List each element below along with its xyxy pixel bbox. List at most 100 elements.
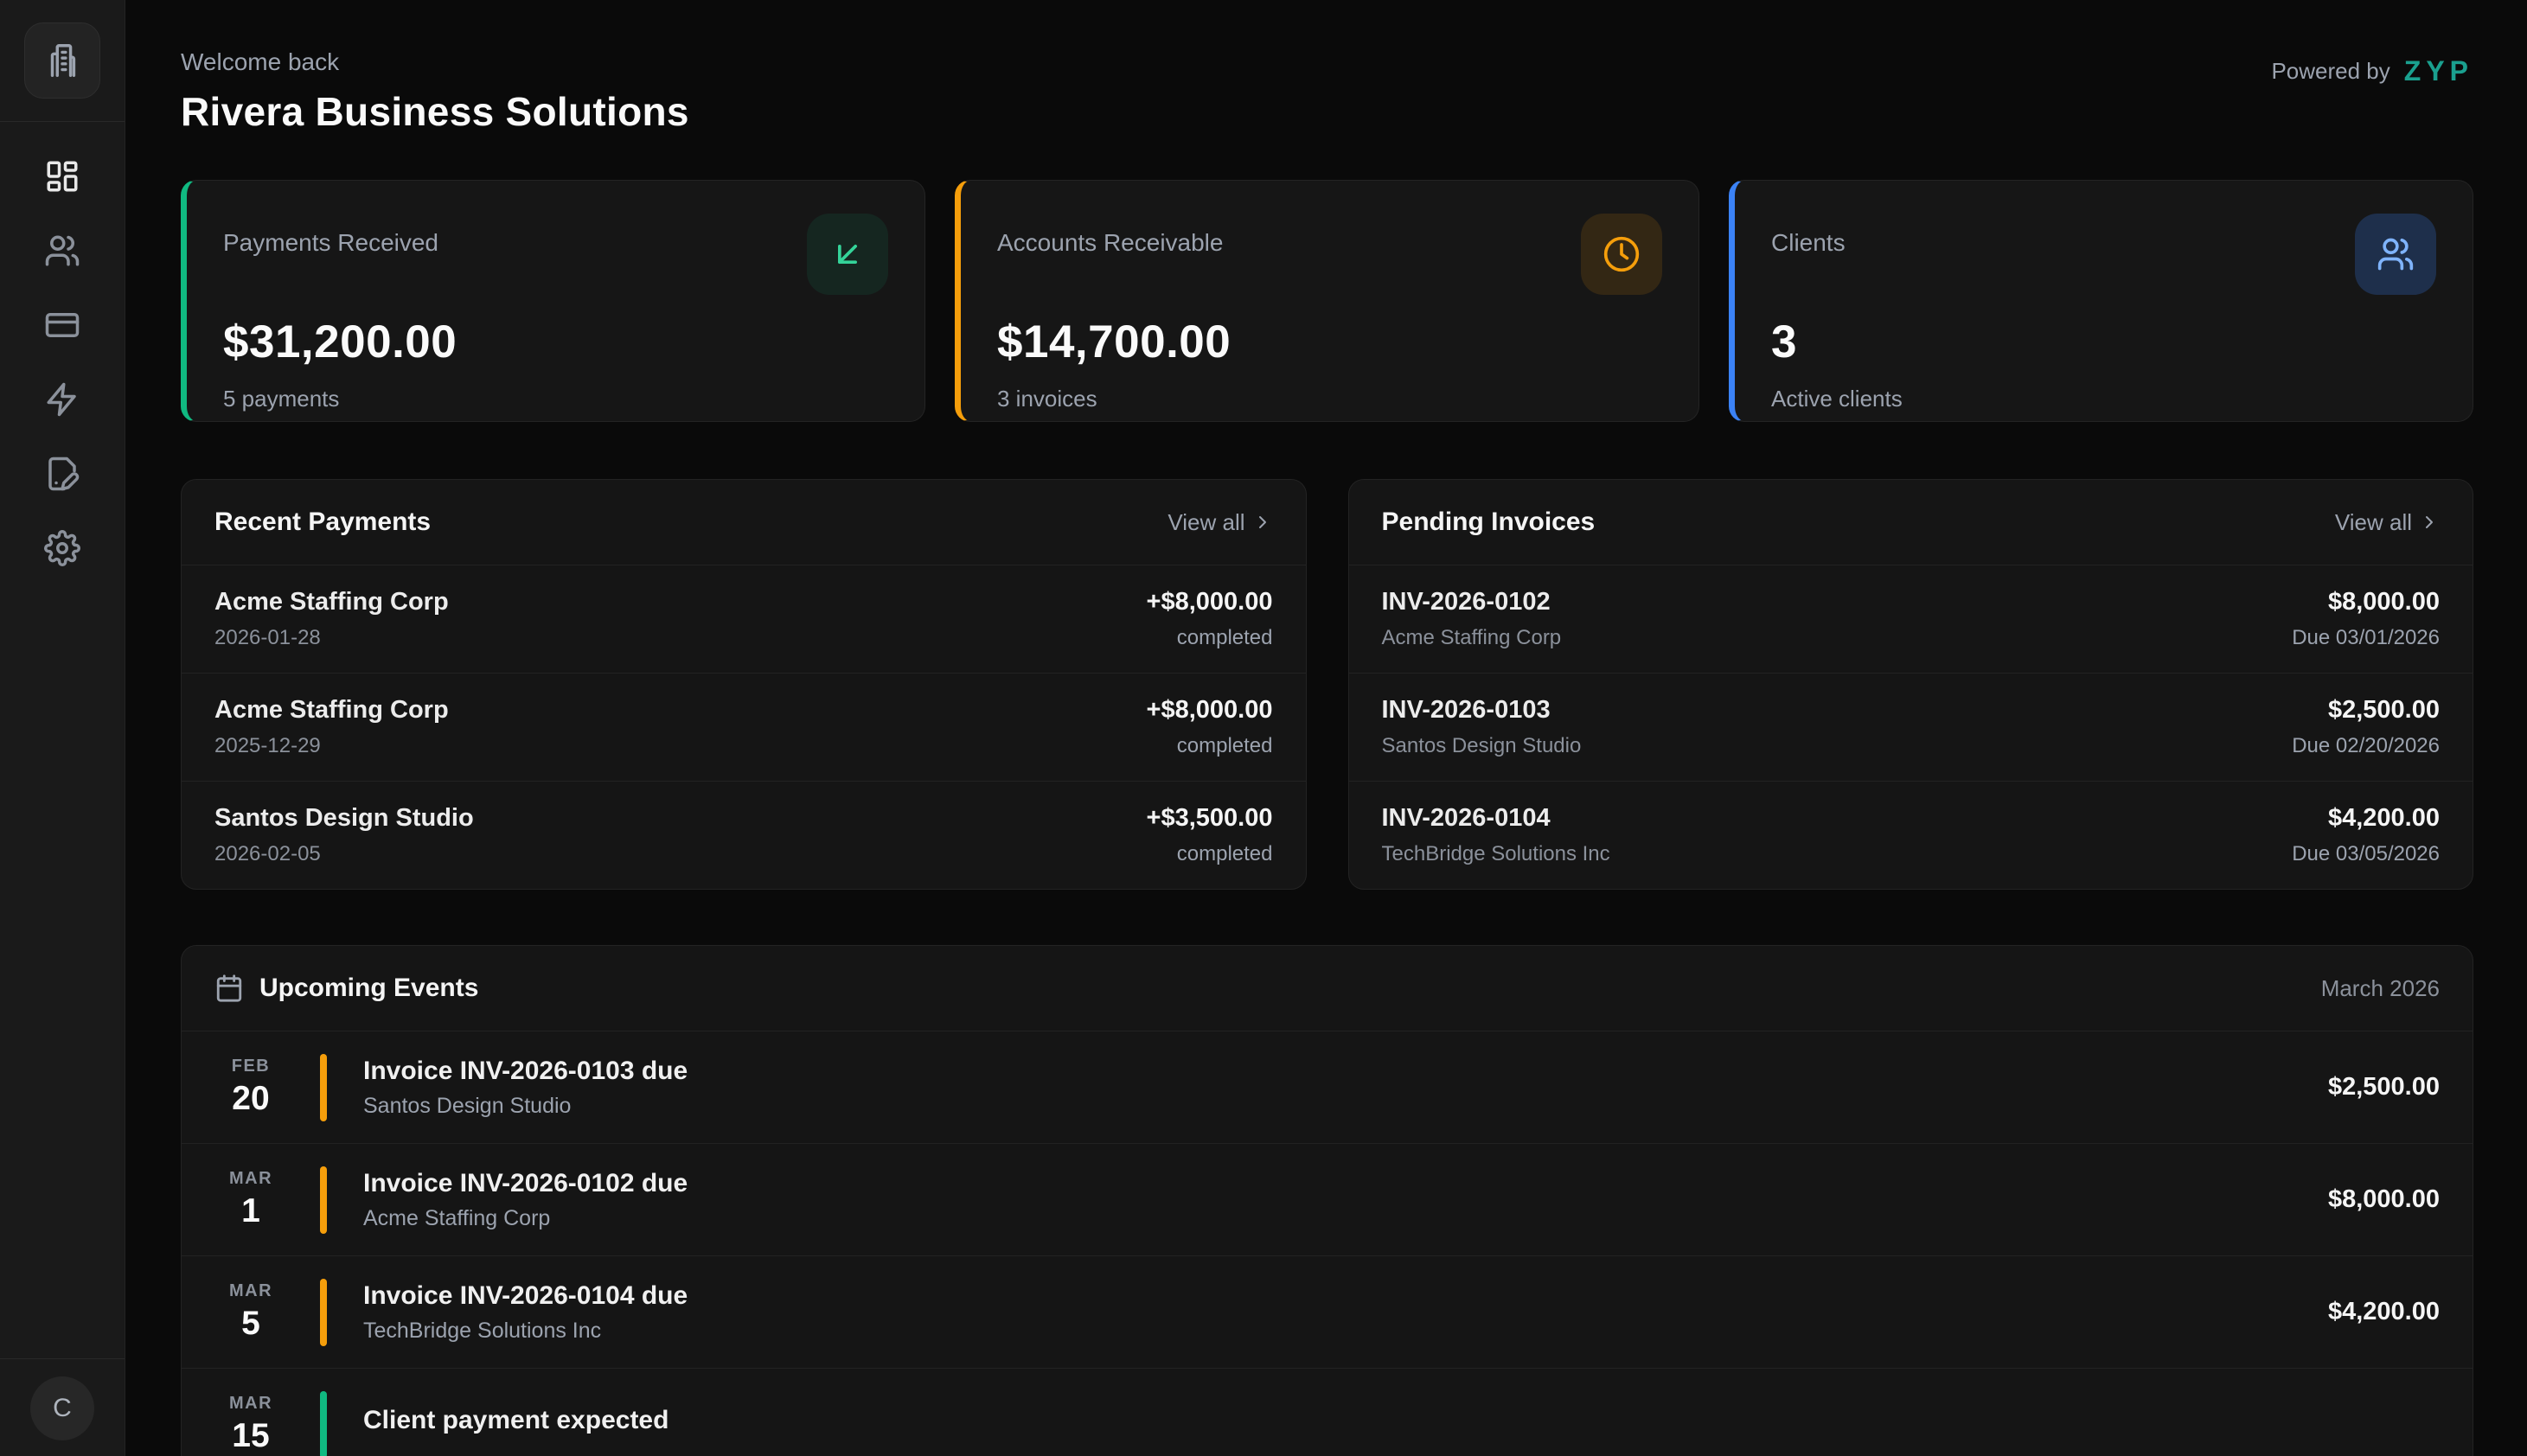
invoice-due-date: Due 03/05/2026 <box>2292 842 2440 865</box>
event-amount: $4,200.00 <box>2327 1298 2440 1325</box>
payment-row[interactable]: Acme Staffing Corp 2026-01-28 +$8,000.00… <box>182 565 1306 673</box>
powered-by: Powered by ZYP <box>2271 55 2473 87</box>
payment-client: Santos Design Studio <box>214 804 474 832</box>
powered-by-label: Powered by <box>2271 58 2390 84</box>
event-title: Invoice INV-2026-0102 due <box>363 1168 688 1197</box>
events-period: March 2026 <box>2320 974 2440 1001</box>
building-icon <box>42 41 82 80</box>
payment-client: Acme Staffing Corp <box>214 588 449 616</box>
users-icon <box>2377 235 2415 273</box>
event-day: 5 <box>241 1305 260 1342</box>
invoice-row[interactable]: INV-2026-0102 Acme Staffing Corp $8,000.… <box>1348 565 2473 673</box>
dashboard-grid-icon <box>44 158 80 195</box>
payment-date: 2026-01-28 <box>214 626 321 649</box>
payment-amount: +$3,500.00 <box>1146 804 1273 832</box>
event-month: MAR <box>228 1281 273 1300</box>
sidebar-item-dashboard[interactable] <box>44 158 80 195</box>
invoice-row[interactable]: INV-2026-0103 Santos Design Studio $2,50… <box>1348 673 2473 781</box>
stat-value: $14,700.00 <box>997 316 1232 367</box>
arrow-down-left-icon <box>828 235 867 273</box>
chevron-right-icon <box>1252 512 1273 533</box>
greeting-text: Welcome back <box>181 48 340 75</box>
invoice-due-date: Due 02/20/2026 <box>2292 734 2440 757</box>
sidebar-item-invoices[interactable] <box>44 456 80 492</box>
invoice-client: Acme Staffing Corp <box>1381 626 1562 649</box>
avatar-initial: C <box>53 1394 72 1422</box>
event-day: 1 <box>241 1192 260 1229</box>
event-amount: $8,000.00 <box>2327 1185 2440 1213</box>
payment-amount: +$8,000.00 <box>1146 696 1273 724</box>
sidebar-item-settings[interactable] <box>44 530 80 566</box>
topbar: Welcome back Rivera Business Solutions P… <box>181 48 2473 135</box>
pending-invoices-view-all-link[interactable]: View all <box>2335 509 2440 536</box>
stat-label: Clients <box>1771 229 1846 256</box>
event-month: MAR <box>228 1169 273 1188</box>
payment-date: 2025-12-29 <box>214 734 321 757</box>
sidebar-item-quick-actions[interactable] <box>44 381 80 418</box>
calendar-icon <box>214 974 244 1003</box>
panel-title-text: Upcoming Events <box>259 974 479 1002</box>
event-subtitle: Acme Staffing Corp <box>363 1205 551 1230</box>
sidebar: C <box>0 0 125 1456</box>
stat-subtext: Active clients <box>1771 386 1903 412</box>
payment-status: completed <box>1176 734 1273 757</box>
sidebar-item-payments[interactable] <box>44 307 80 343</box>
pending-invoices-panel: Pending Invoices View all INV-2026-0102 … <box>1347 479 2473 890</box>
credit-card-icon <box>44 307 80 343</box>
payment-status: completed <box>1176 842 1273 865</box>
recent-payments-view-all-link[interactable]: View all <box>1168 509 1272 536</box>
stat-card-payments-received: Payments Received $31,200.00 5 payments <box>181 180 925 422</box>
event-accent-bar <box>320 1390 327 1456</box>
event-subtitle: TechBridge Solutions Inc <box>363 1318 602 1343</box>
invoice-due-date: Due 03/01/2026 <box>2292 626 2440 649</box>
stat-value: 3 <box>1771 316 1797 367</box>
event-month: MAR <box>228 1394 273 1413</box>
main-content: Welcome back Rivera Business Solutions P… <box>125 0 2527 1456</box>
event-row[interactable]: MAR 15 Client payment expected <box>182 1368 2473 1456</box>
event-accent-bar <box>320 1165 327 1234</box>
panel-title: Pending Invoices <box>1381 508 1596 536</box>
event-accent-bar <box>320 1278 327 1346</box>
event-accent-bar <box>320 1053 327 1121</box>
avatar[interactable]: C <box>30 1376 94 1440</box>
event-title: Invoice INV-2026-0103 due <box>363 1056 688 1085</box>
event-row[interactable]: FEB 20 Invoice INV-2026-0103 due Santos … <box>182 1031 2473 1143</box>
stat-card-clients: Clients 3 Active clients <box>1729 180 2473 422</box>
chevron-right-icon <box>2419 512 2440 533</box>
settings-gear-icon <box>44 530 80 566</box>
invoice-number: INV-2026-0104 <box>1381 804 1551 832</box>
zap-icon <box>44 381 80 418</box>
invoice-amount: $4,200.00 <box>2327 804 2440 832</box>
sidebar-divider <box>0 121 125 122</box>
stat-label: Accounts Receivable <box>997 229 1224 256</box>
users-icon <box>44 233 80 269</box>
stat-chip <box>1581 214 1662 295</box>
event-day: 15 <box>232 1417 270 1454</box>
file-edit-icon <box>44 456 80 492</box>
invoice-row[interactable]: INV-2026-0104 TechBridge Solutions Inc $… <box>1348 781 2473 889</box>
stat-chip <box>2355 214 2436 295</box>
page-heading: Welcome back Rivera Business Solutions <box>181 48 689 135</box>
invoice-client: Santos Design Studio <box>1381 734 1582 757</box>
event-amount: $2,500.00 <box>2327 1073 2440 1101</box>
view-all-label: View all <box>1168 508 1245 535</box>
invoice-amount: $2,500.00 <box>2327 696 2440 724</box>
view-all-label: View all <box>2334 508 2412 535</box>
stat-card-accounts-receivable: Accounts Receivable $14,700.00 3 invoice… <box>955 180 1699 422</box>
payment-row[interactable]: Acme Staffing Corp 2025-12-29 +$8,000.00… <box>182 673 1306 781</box>
stats-row: Payments Received $31,200.00 5 payments … <box>181 180 2473 422</box>
brand-logo: ZYP <box>2403 55 2473 86</box>
event-row[interactable]: MAR 1 Invoice INV-2026-0102 due Acme Sta… <box>182 1143 2473 1255</box>
invoice-number: INV-2026-0102 <box>1381 588 1551 616</box>
payment-client: Acme Staffing Corp <box>214 696 449 724</box>
app-logo[interactable] <box>24 22 100 99</box>
sidebar-footer: C <box>0 1358 125 1456</box>
payment-row[interactable]: Santos Design Studio 2026-02-05 +$3,500.… <box>182 781 1306 889</box>
event-row[interactable]: MAR 5 Invoice INV-2026-0104 due TechBrid… <box>182 1255 2473 1368</box>
clock-icon <box>1603 235 1641 273</box>
event-subtitle: Santos Design Studio <box>363 1093 572 1118</box>
sidebar-item-clients[interactable] <box>44 233 80 269</box>
panels-row: Recent Payments View all Acme Staffing C… <box>181 479 2473 890</box>
page-title: Rivera Business Solutions <box>181 89 689 134</box>
stat-chip <box>807 214 888 295</box>
